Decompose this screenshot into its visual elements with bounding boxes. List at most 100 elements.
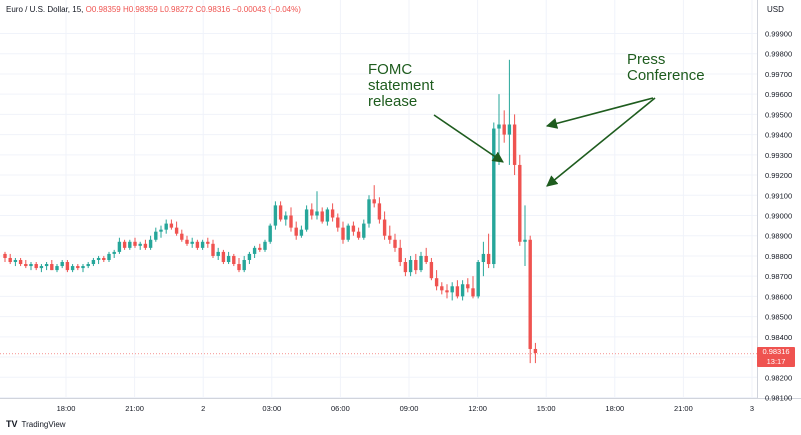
candle-body [518,164,522,242]
candle-body [200,241,205,248]
candle-body [320,211,324,222]
price-tick-label: 0.99000 [765,212,792,221]
candle-body [408,259,413,273]
candle-body [86,264,90,267]
press-arrow-1 [545,97,654,129]
candle-body [424,255,428,263]
candle-body [336,217,340,228]
candle-body [258,247,262,250]
price-tick-label: 0.99200 [765,171,792,180]
candle-body [388,235,392,240]
candle-body [138,243,142,246]
candle-body [247,253,252,260]
brand-name: TradingView [21,419,66,429]
time-tick-label: 2 [201,404,205,413]
candle-body [445,290,449,293]
candle-body [102,257,106,260]
candle-body [502,124,506,135]
candle-body [289,215,293,228]
candle-body [310,209,314,216]
candle-body [362,223,366,238]
candle-body [403,262,408,273]
candle-body [221,251,226,263]
bar-countdown: 13:17 [766,357,786,366]
candle-body [96,257,101,260]
price-tick-label: 0.98400 [765,333,792,342]
candle-body [299,229,304,236]
press-line-2: Conference [627,67,705,84]
candle-body [455,286,460,297]
time-tick-label: 3 [750,404,754,413]
candle-body [65,262,70,271]
candle-body [268,225,272,242]
candle-body [346,225,350,240]
price-tick-label: 0.98800 [765,252,792,261]
candle-body [507,124,512,135]
candle-body [528,239,532,349]
candle-body [367,199,371,224]
price-tick-label: 0.99500 [765,110,792,119]
candle-body [382,219,387,236]
candle-body [143,243,148,248]
candle-body [414,259,418,271]
candle-body [8,257,12,263]
fomc-arrow [433,114,504,163]
candles [3,59,538,364]
candle-body [44,264,49,267]
price-tick-label: 0.98100 [765,394,792,403]
candle-body [13,259,18,263]
candle-body [429,262,434,279]
candle-body [325,209,330,222]
candle-body [466,284,470,289]
candle-body [164,223,168,230]
chart-header: Euro / U.S. Dollar, 15, O0.98359 H0.9835… [6,5,301,14]
candle-body [3,253,7,258]
candle-body [76,266,80,269]
candle-body [398,247,402,263]
price-tick-label: 0.98500 [765,313,792,322]
price-tick-label: 0.99600 [765,90,792,99]
fomc-line-3: release [368,93,418,110]
candle-body [263,241,267,250]
price-axis: 0.99900 0.99800 0.99700 0.99600 0.99500 0.994… [765,30,792,403]
candle-body [460,284,465,297]
last-price-value: 0.98316 [762,347,790,356]
candle-body [304,209,309,230]
candle-body [211,243,215,256]
time-tick-label: 21:00 [125,404,144,413]
candle-body [216,251,220,256]
candle-body [128,241,132,248]
candle-body [523,239,527,242]
candle-body [117,241,122,252]
candle-body [252,247,257,254]
price-tick-label: 0.99800 [765,50,792,59]
candle-body [34,264,38,269]
grid-lines [0,0,757,398]
candle-body [450,286,454,293]
candle-body [351,225,356,232]
symbol-title[interactable]: Euro / U.S. Dollar, 15, [6,5,84,14]
last-price-tag: 0.98316 13:17 [757,347,795,367]
candle-body [148,239,153,248]
candle-body [180,233,184,240]
candle-body [232,255,236,265]
candle-body [481,253,486,263]
price-tick-label: 0.99700 [765,70,792,79]
time-axis: 18:00 21:00 2 03:00 06:00 09:00 12:00 15:00 18:0… [57,404,754,413]
brand[interactable]: TV TradingView [6,419,66,429]
candle-body [533,348,538,354]
candle-body [55,266,59,271]
candle-body [91,259,96,265]
candle-body [315,211,319,216]
candle-body [434,278,439,287]
time-tick-label: 18:00 [605,404,624,413]
fomc-line-2: statement [368,77,434,94]
candle-body [419,255,423,271]
candle-body [29,264,33,267]
time-tick-label: 12:00 [468,404,487,413]
time-tick-label: 09:00 [400,404,419,413]
candle-body [294,227,298,236]
candle-body [154,231,158,240]
candle-body [512,124,517,165]
